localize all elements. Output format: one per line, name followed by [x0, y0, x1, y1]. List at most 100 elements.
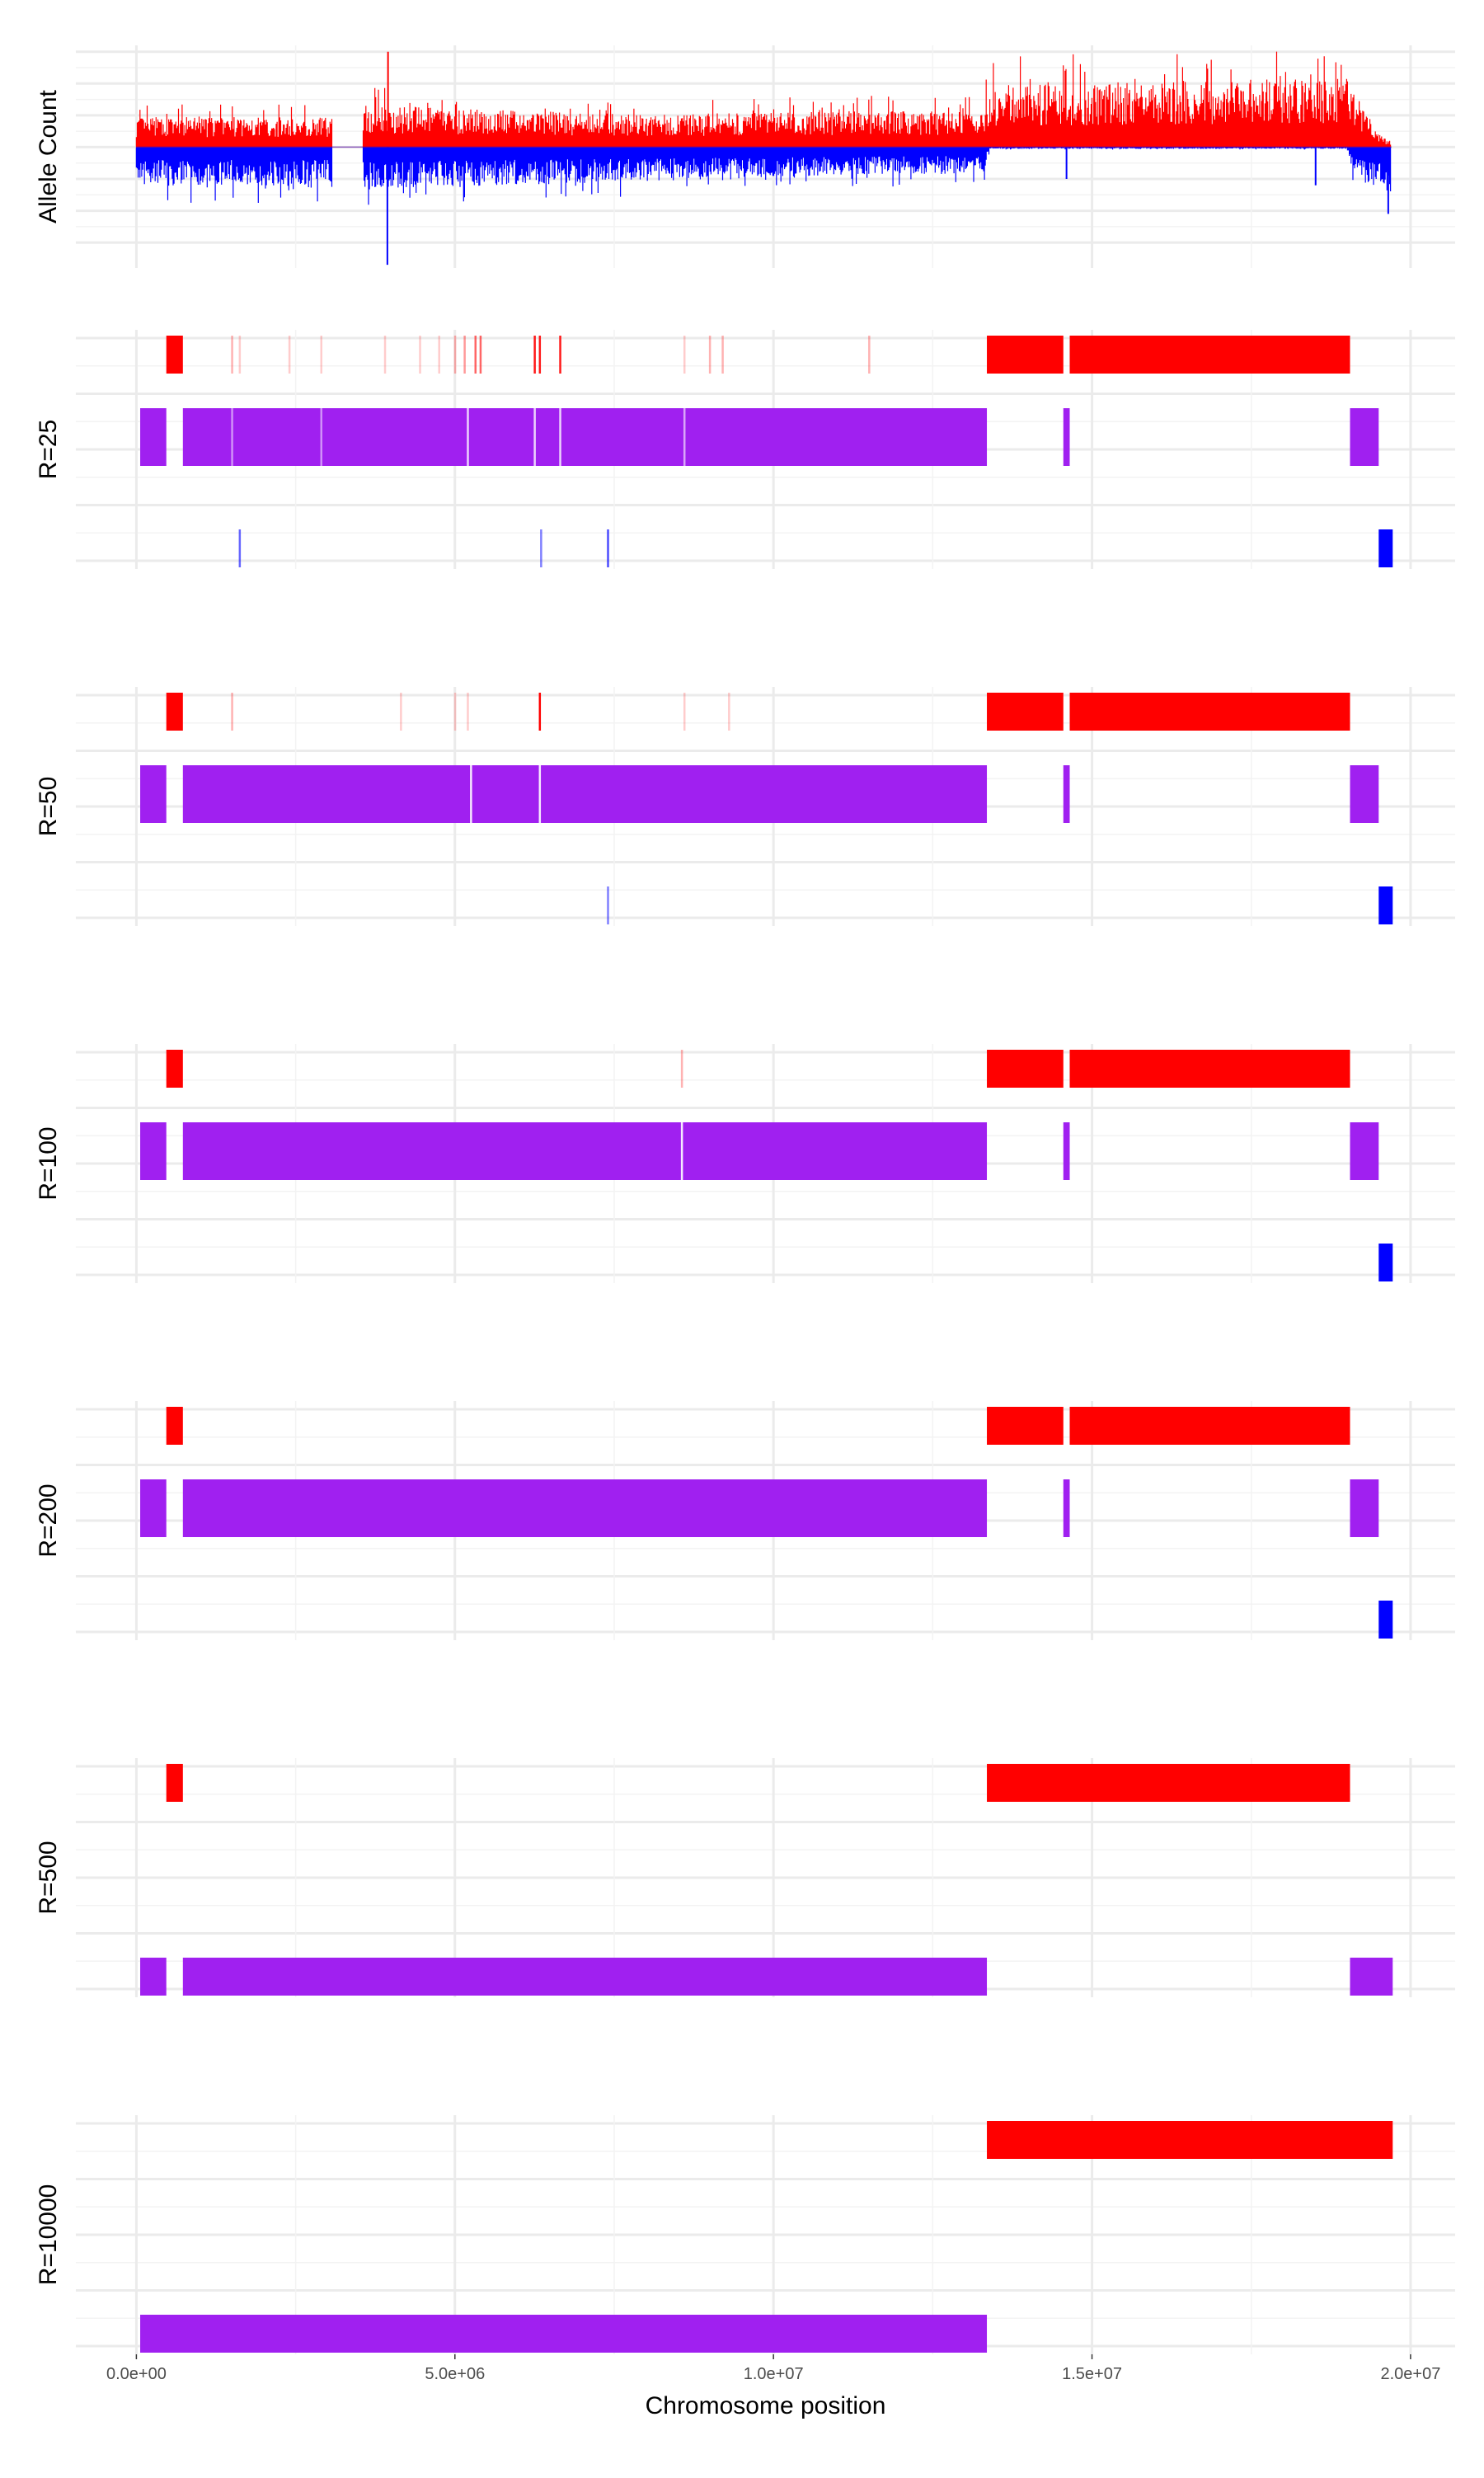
segment-mark [231, 336, 233, 374]
segment-bar [140, 1958, 167, 1996]
segment-bar [166, 1050, 183, 1088]
segment-mark [728, 693, 730, 731]
y-axis-label: R=100 [35, 1126, 62, 1200]
segment-mark [607, 529, 609, 567]
x-tick-label: 1.0e+07 [744, 2365, 804, 2383]
segment-mark [559, 408, 561, 466]
segment-bar [1350, 1958, 1393, 1996]
x-axis: Chromosome position 0.0e+00 5.0e+06 1.0e+0… [106, 2354, 1440, 2419]
segment-bar [140, 2315, 988, 2353]
segment-mark [538, 693, 542, 731]
x-tick-label: 1.5e+07 [1062, 2365, 1122, 2383]
segment-mark [400, 693, 402, 731]
segment-mark [231, 693, 233, 731]
segment-mark [419, 336, 421, 374]
segment-bar [1350, 765, 1379, 823]
segment-mark [559, 336, 561, 374]
segment-mark [470, 765, 472, 823]
segment-bar [1378, 1244, 1393, 1281]
y-axis-label: R=10000 [35, 2184, 62, 2286]
segment-bar [1350, 1122, 1379, 1180]
segment-bar [182, 408, 988, 466]
segment-bar [140, 408, 167, 466]
segment-bar [140, 1122, 167, 1180]
segment-bar [1350, 408, 1379, 466]
segment-mark [683, 693, 686, 731]
segment-bar [1378, 886, 1393, 924]
segment-mark [538, 765, 542, 823]
x-axis-title: Chromosome position [646, 2392, 886, 2419]
x-tick-label: 5.0e+06 [425, 2365, 485, 2383]
segment-mark [540, 529, 542, 567]
segment-mark [708, 336, 711, 374]
segment-bar [1063, 408, 1070, 466]
segment-mark [607, 886, 609, 924]
y-axis-label: R=50 [35, 777, 62, 837]
segment-bar [1069, 1407, 1350, 1445]
segment-mark [453, 336, 457, 374]
x-tick-label: 2.0e+07 [1380, 2365, 1440, 2383]
y-axis-label: R=200 [35, 1484, 62, 1557]
segment-bar [1378, 529, 1393, 567]
segment-bar [1350, 1479, 1379, 1537]
segment-panel-r-100: R=100 [35, 1044, 1455, 1283]
segment-mark [438, 336, 440, 374]
y-axis-label: R=25 [35, 420, 62, 480]
segment-bar [182, 1479, 988, 1537]
y-axis-label: R=500 [35, 1841, 62, 1914]
segment-mark [463, 336, 466, 374]
segment-mark [474, 336, 477, 374]
segment-bar [1063, 1122, 1070, 1180]
segment-bar [987, 693, 1064, 731]
segment-bar [140, 765, 167, 823]
segment-bar [987, 336, 1064, 374]
segment-mark [453, 693, 457, 731]
segment-panel-r-25: R=25 [35, 330, 1455, 569]
segment-mark [538, 336, 542, 374]
segment-mark [721, 336, 724, 374]
segment-bar [1069, 336, 1350, 374]
segment-bar [1063, 765, 1070, 823]
segment-mark [683, 336, 686, 374]
segment-bar [166, 693, 183, 731]
ref-allele-count-bars [135, 51, 1392, 148]
segment-mark [683, 408, 686, 466]
segment-mark [467, 408, 469, 466]
segment-bar [987, 1050, 1064, 1088]
segment-bar [987, 2121, 1393, 2159]
segment-bar [166, 336, 183, 374]
segment-mark [479, 336, 482, 374]
segment-mark [467, 693, 469, 731]
segment-bar [182, 765, 988, 823]
segment-mark [680, 1050, 683, 1088]
segment-mark [238, 336, 242, 374]
y-axis-label: Allele Count [35, 89, 62, 223]
segment-bar [987, 1407, 1064, 1445]
segment-panel-r-50: R=50 [35, 687, 1455, 926]
segment-bar [1063, 1479, 1070, 1537]
segment-bar [1069, 693, 1350, 731]
x-tick-label: 0.0e+00 [106, 2365, 167, 2383]
segment-bar [182, 1122, 988, 1180]
segment-mark [533, 336, 536, 374]
segment-panel-r-200: R=200 [35, 1401, 1455, 1640]
segment-mark [383, 336, 387, 374]
segment-bar [1069, 1050, 1350, 1088]
segment-mark [680, 1122, 683, 1180]
segment-panel-r-500: R=500 [35, 1758, 1455, 1997]
segment-mark [320, 408, 323, 466]
allele-count-panel: Allele Count [35, 45, 1455, 268]
alt-allele-count-bars [135, 147, 1392, 205]
segment-bar [182, 1958, 988, 1996]
segment-mark [868, 336, 871, 374]
segment-panel-r-10000: R=10000 [35, 2115, 1455, 2354]
segment-mark [238, 529, 242, 567]
segment-bar [166, 1764, 183, 1802]
segment-mark [533, 408, 536, 466]
segment-mark [320, 336, 323, 374]
segment-bar [140, 1479, 167, 1537]
segment-mark [231, 408, 233, 466]
segment-bar [166, 1407, 183, 1445]
segment-bar [987, 1764, 1350, 1802]
